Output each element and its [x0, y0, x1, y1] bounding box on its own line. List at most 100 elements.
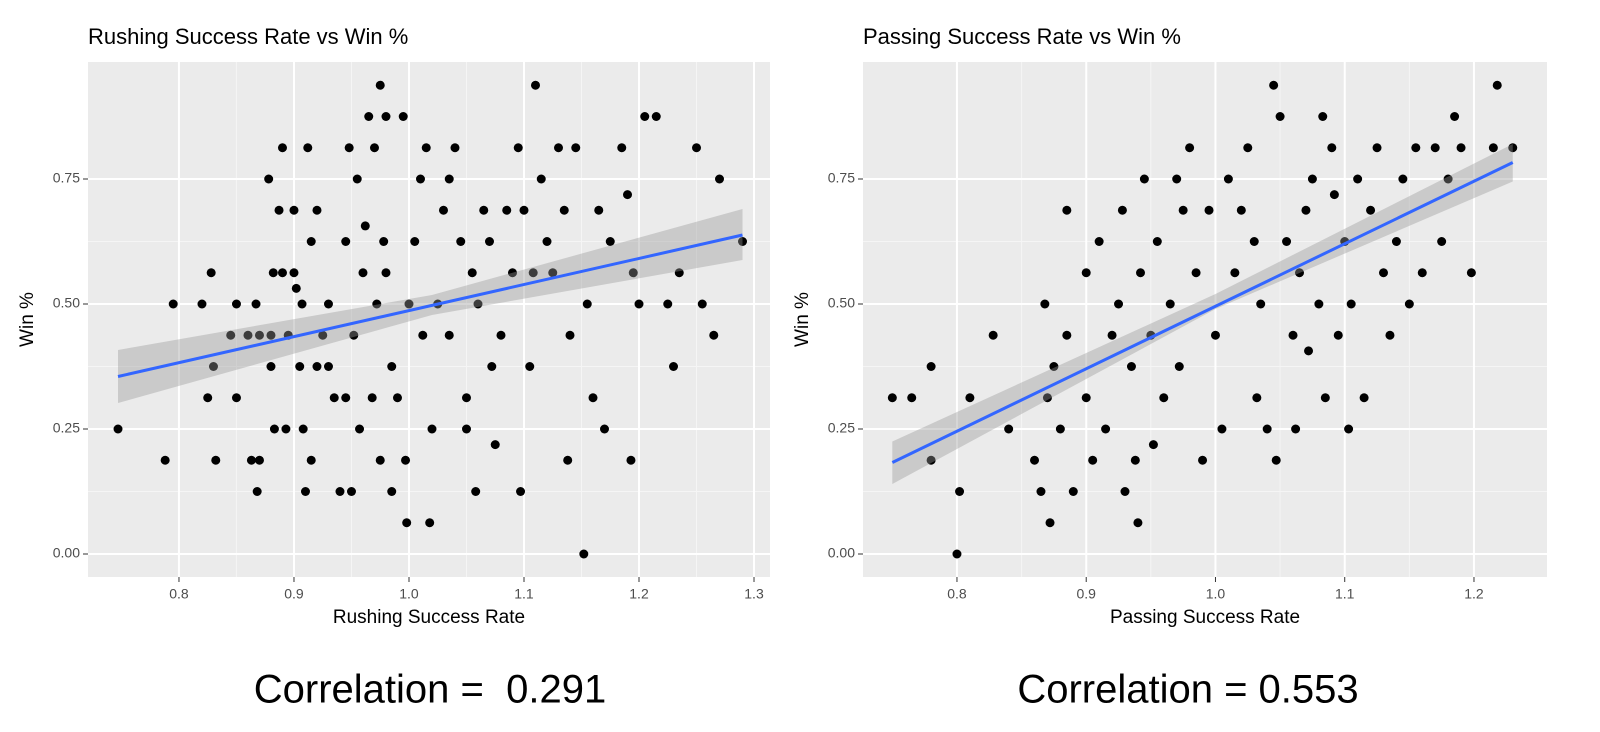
point	[1466, 268, 1476, 278]
point	[369, 143, 379, 153]
point	[605, 237, 615, 246]
point	[298, 424, 308, 434]
point	[329, 393, 339, 403]
point	[246, 455, 256, 465]
point	[715, 174, 725, 184]
point	[487, 362, 497, 371]
point	[266, 330, 276, 340]
point	[291, 283, 301, 293]
point	[410, 237, 420, 246]
point	[530, 80, 540, 90]
point	[231, 299, 241, 309]
point	[1333, 330, 1343, 340]
point	[1346, 299, 1356, 309]
x-tick-label: 1.1	[514, 586, 534, 602]
point	[600, 424, 610, 434]
point	[507, 268, 517, 278]
point	[907, 393, 917, 403]
point	[1353, 174, 1363, 184]
point	[1417, 268, 1427, 278]
point	[268, 268, 278, 278]
point	[1120, 487, 1130, 496]
point	[1243, 143, 1253, 153]
point	[1172, 174, 1182, 184]
point	[281, 424, 291, 434]
point	[1040, 299, 1050, 309]
point	[1114, 299, 1124, 309]
point	[418, 330, 428, 340]
point	[1269, 80, 1279, 90]
point	[553, 143, 563, 153]
point	[1223, 174, 1233, 184]
point	[484, 237, 494, 246]
point	[160, 455, 170, 465]
point	[528, 268, 538, 278]
point	[450, 143, 460, 153]
point	[306, 237, 316, 246]
point	[471, 487, 481, 496]
point	[1344, 424, 1354, 434]
point	[1291, 424, 1301, 434]
point	[318, 330, 328, 340]
point	[626, 455, 636, 465]
point	[1378, 268, 1388, 278]
point	[651, 112, 661, 121]
point	[375, 80, 385, 90]
y-axis-label: Win %	[17, 292, 38, 347]
point	[323, 299, 333, 309]
point	[502, 205, 512, 215]
point	[628, 268, 638, 278]
point	[427, 424, 437, 434]
point	[341, 237, 351, 246]
point	[341, 393, 351, 403]
point	[303, 143, 313, 153]
point	[513, 143, 523, 153]
x-tick-label: 1.0	[1206, 586, 1226, 602]
point	[243, 330, 253, 340]
point	[1036, 487, 1046, 496]
point	[398, 112, 408, 121]
point	[1045, 518, 1055, 528]
point	[1256, 299, 1266, 309]
point	[1411, 143, 1421, 153]
x-axis-label: Passing Success Rate	[1110, 607, 1300, 628]
point	[1062, 330, 1072, 340]
point	[421, 143, 431, 153]
y-axis-label: Win %	[792, 292, 813, 347]
point	[1236, 205, 1246, 215]
point	[1488, 143, 1498, 153]
point	[669, 362, 679, 371]
point	[1030, 455, 1040, 465]
point	[1004, 424, 1014, 434]
point	[254, 330, 264, 340]
x-axis-label: Rushing Success Rate	[333, 607, 525, 628]
point	[519, 205, 529, 215]
point	[1210, 330, 1220, 340]
point	[1117, 205, 1127, 215]
point	[323, 362, 333, 371]
y-tick-label: 0.25	[53, 420, 80, 436]
point	[1088, 455, 1098, 465]
x-tick-label: 1.1	[1335, 586, 1355, 602]
point	[565, 330, 575, 340]
x-tick-label: 0.8	[169, 586, 189, 602]
correlation-annotation: Correlation = 0.291	[254, 668, 606, 712]
point	[415, 174, 425, 184]
point	[1385, 330, 1395, 340]
y-tick-label: 0.00	[828, 545, 855, 561]
point	[1301, 205, 1311, 215]
point	[404, 299, 414, 309]
point	[1443, 174, 1453, 184]
point	[1130, 455, 1140, 465]
point	[988, 330, 998, 340]
point	[381, 112, 391, 121]
point	[277, 143, 287, 153]
y-tick-label: 0.75	[53, 170, 80, 186]
point	[634, 299, 644, 309]
point	[965, 393, 975, 403]
point	[697, 299, 707, 309]
point	[206, 268, 216, 278]
point	[1508, 143, 1518, 153]
point	[692, 143, 702, 153]
point	[1198, 455, 1208, 465]
